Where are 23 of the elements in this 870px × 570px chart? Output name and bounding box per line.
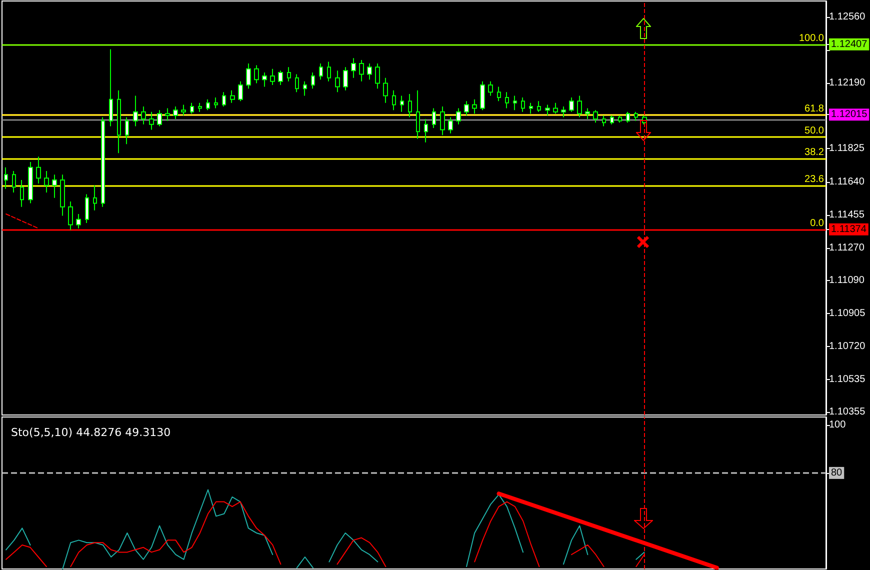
y-tick-label: 1.11374 xyxy=(831,224,867,235)
y-tick-label: 1.10905 xyxy=(829,308,866,319)
y-tick-label: 100 xyxy=(829,419,846,430)
y-tick-label: 1.12015 xyxy=(831,109,868,120)
y-tick-label: 1.10355 xyxy=(829,406,866,418)
annotation: 38.2 xyxy=(804,147,824,158)
y-tick-label: 1.12560 xyxy=(829,11,866,22)
annotation: 100.0 xyxy=(798,32,824,44)
annotation: 23.6 xyxy=(804,174,824,186)
y-tick-label: 1.11455 xyxy=(829,209,865,220)
y-tick-label: 1.11825 xyxy=(829,143,865,154)
annotation: 61.8 xyxy=(804,104,824,115)
y-tick-label: 1.12190 xyxy=(829,78,866,89)
y-tick-label: 1.10535 xyxy=(829,374,866,386)
y-tick-label: 1.10720 xyxy=(829,341,866,352)
y-tick-label: 80 xyxy=(831,467,843,478)
text: Sto(5,5,10) 44.8276 49.3130 xyxy=(11,426,171,439)
annotation: 50.0 xyxy=(804,125,824,136)
y-tick-label: 1.11640 xyxy=(829,176,865,188)
y-tick-label: 1.11270 xyxy=(829,242,865,254)
y-tick-label: 1.11090 xyxy=(829,274,865,286)
y-tick-label: 1.12407 xyxy=(831,38,868,50)
annotation: 0.0 xyxy=(810,218,824,229)
